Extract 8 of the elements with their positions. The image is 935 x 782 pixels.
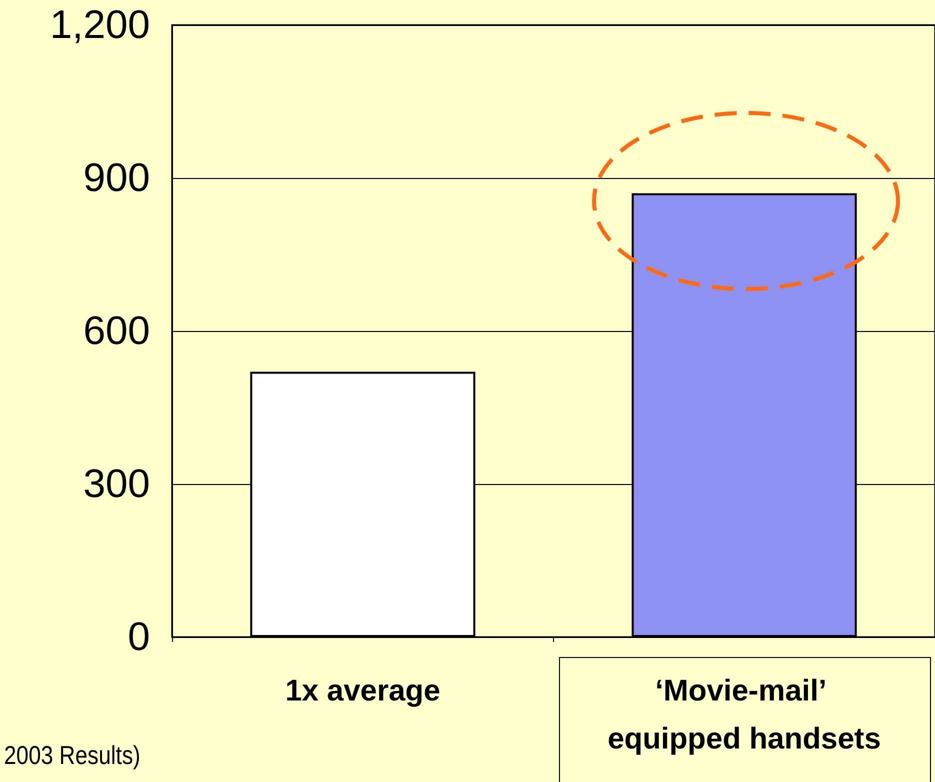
x-tick-label: 1x average <box>285 674 440 708</box>
y-tick-label: 0 <box>128 615 150 659</box>
x-tick-label: ‘Movie-mail’ equipped handsets <box>608 674 881 756</box>
y-tick-label: 1,200 <box>50 3 150 47</box>
text: 2003 Results) <box>4 740 140 771</box>
y-tick-label: 900 <box>83 156 150 200</box>
y-tick-label: 600 <box>83 309 150 353</box>
y-tick-label: 300 <box>83 462 150 506</box>
